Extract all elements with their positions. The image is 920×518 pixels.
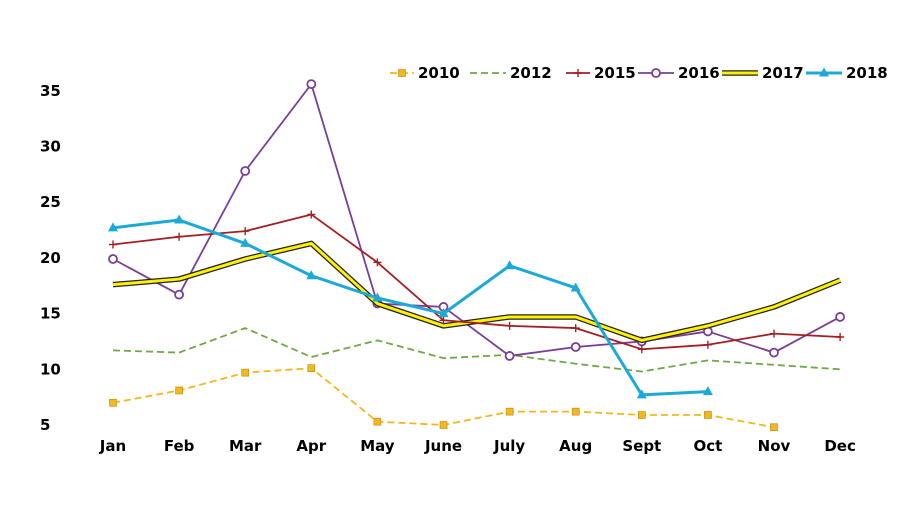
x-tick-label: Jan [99, 437, 126, 455]
legend-label: 2017 [762, 64, 804, 82]
legend-label: 2010 [418, 64, 460, 82]
legend-label: 2015 [594, 64, 636, 82]
y-tick-label: 25 [40, 193, 61, 211]
series-line-2015 [112, 213, 841, 351]
x-tick-label: Nov [758, 437, 791, 455]
data-point-2015 [770, 329, 778, 338]
series-line-2016 [112, 83, 841, 357]
data-point-2010 [439, 421, 448, 429]
legend-label: 2012 [510, 64, 552, 82]
data-point-2015 [373, 258, 382, 267]
legend-entry-2010: 2010 [390, 64, 460, 82]
data-point-2010 [770, 423, 778, 432]
data-point-2016 [835, 312, 845, 322]
legend-entry-2015: 2015 [566, 64, 636, 82]
x-tick-label: Sept [622, 437, 661, 455]
data-point-2015 [836, 332, 845, 341]
data-point-2015 [637, 345, 646, 354]
x-tick-label: July [493, 437, 525, 455]
x-tick-label: Oct [693, 437, 722, 455]
legend-entry-2016: 2016 [638, 64, 720, 82]
y-axis: 5 10 15 20 25 30 35 [40, 82, 61, 434]
data-point-2010 [175, 386, 183, 395]
legend-marker [398, 69, 406, 77]
y-tick-label: 30 [40, 138, 61, 156]
x-tick-label: Feb [164, 437, 195, 455]
data-point-2018 [504, 260, 515, 270]
legend-label: 2016 [678, 64, 720, 82]
data-point-2010 [571, 407, 580, 416]
data-point-2016 [306, 79, 317, 90]
data-point-2010 [241, 368, 249, 377]
data-point-2015 [505, 321, 514, 330]
data-point-2016 [240, 166, 251, 176]
data-point-2018 [438, 308, 449, 318]
series-line-2010 [112, 367, 775, 429]
data-point-2015 [307, 210, 316, 219]
legend-marker [574, 69, 582, 77]
x-tick-label: Dec [824, 437, 856, 455]
series-2015 [109, 210, 845, 354]
data-point-2015 [175, 232, 184, 241]
x-tick-label: Mar [229, 437, 262, 455]
x-axis: Jan Feb Mar Apr May June July Aug Sept Oct Nov Dec [99, 437, 856, 455]
data-point-2018 [306, 270, 317, 280]
data-point-2015 [571, 324, 580, 333]
data-point-2018 [372, 292, 383, 302]
series-line-2012 [112, 327, 841, 373]
legend-entry-2017: 2017 [722, 64, 804, 82]
data-point-2010 [704, 411, 712, 419]
x-tick-label: Apr [296, 437, 326, 455]
legend-entry-2012: 2012 [470, 64, 552, 82]
y-tick-label: 20 [40, 249, 61, 267]
legend-entry-2018: 2018 [806, 64, 888, 82]
data-point-2018 [570, 282, 581, 292]
data-point-2015 [439, 316, 448, 325]
x-tick-label: Aug [559, 437, 592, 455]
legend: 2010 2012 2015 2016 2017 2018 [390, 64, 888, 82]
series-line-2017 [112, 241, 841, 342]
data-point-2015 [109, 240, 117, 249]
data-point-2018 [174, 214, 185, 224]
data-point-2016 [769, 347, 779, 358]
legend-marker [819, 67, 829, 77]
plot-area [108, 79, 845, 432]
data-point-2010 [373, 417, 382, 426]
y-tick-label: 5 [40, 416, 50, 434]
data-point-2015 [241, 227, 250, 236]
data-point-2018 [108, 222, 118, 232]
series-2010 [109, 364, 778, 432]
y-tick-label: 10 [40, 360, 61, 378]
x-tick-label: May [360, 437, 395, 455]
series-line-2018 [112, 218, 708, 397]
data-point-2016 [570, 342, 581, 352]
data-point-2018 [240, 237, 251, 247]
y-tick-label: 15 [40, 305, 61, 323]
y-tick-label: 35 [40, 82, 61, 100]
series-line-outline-2017 [112, 240, 842, 344]
data-point-2010 [505, 407, 514, 416]
x-tick-label: June [424, 437, 462, 455]
data-point-2016 [174, 289, 185, 300]
data-point-2016 [108, 254, 118, 264]
series-2017 [112, 240, 842, 344]
data-point-2010 [637, 411, 646, 419]
data-point-2015 [703, 340, 712, 349]
series-2012 [112, 327, 841, 373]
data-point-2010 [109, 398, 117, 407]
legend-marker [651, 68, 661, 78]
series-2018 [108, 214, 713, 399]
legend-label: 2018 [846, 64, 888, 82]
data-point-2016 [504, 351, 515, 361]
data-point-2018 [636, 389, 647, 399]
data-point-2018 [702, 386, 713, 396]
data-point-2010 [307, 364, 316, 372]
